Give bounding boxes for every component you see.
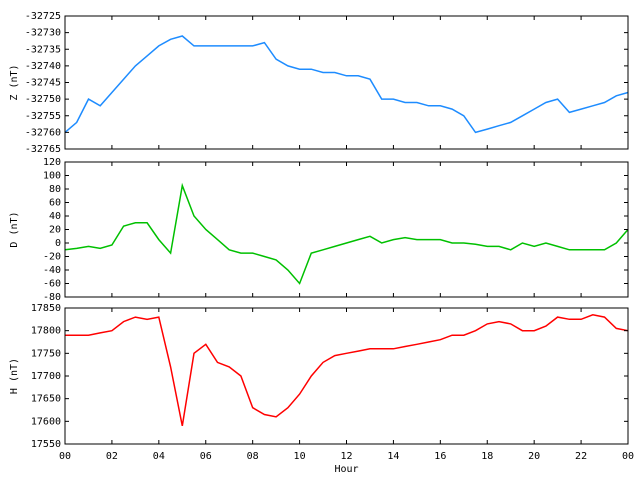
y-tick-label: 17550 — [31, 439, 61, 450]
y-tick-label: -32760 — [25, 127, 61, 138]
y-tick-label: 17800 — [31, 326, 61, 337]
x-tick-label: 00 — [622, 451, 634, 462]
x-tick-label: 18 — [481, 451, 493, 462]
y-tick-label: -32755 — [25, 111, 61, 122]
y-tick-label: -20 — [43, 252, 61, 263]
y-axis-label: Z (nT) — [9, 64, 20, 100]
y-tick-label: -32725 — [25, 11, 61, 22]
y-tick-label: -32765 — [25, 144, 61, 155]
data-line — [65, 314, 629, 427]
plot-frame — [64, 307, 629, 445]
y-tick-label: -32740 — [25, 61, 61, 72]
x-tick-label: 12 — [340, 451, 352, 462]
y-tick-label: 17600 — [31, 416, 61, 427]
x-tick-label: 08 — [247, 451, 259, 462]
y-axis-label: D (nT) — [9, 211, 20, 247]
y-tick-label: 120 — [43, 157, 61, 168]
x-tick-label: 16 — [434, 451, 446, 462]
y-tick-label: -40 — [43, 265, 61, 276]
y-tick-label: 40 — [49, 211, 61, 222]
y-tick-label: -80 — [43, 292, 61, 303]
y-tick-label: 17850 — [31, 303, 61, 314]
y-axis-label: H (nT) — [9, 358, 20, 394]
y-tick-label: 20 — [49, 225, 61, 236]
y-tick-label: -32750 — [25, 94, 61, 105]
y-tick-label: 0 — [55, 238, 61, 249]
y-tick-label: -32730 — [25, 28, 61, 39]
data-line — [64, 182, 629, 285]
y-tick-label: 17650 — [31, 394, 61, 405]
y-tick-label: -60 — [43, 279, 61, 290]
x-tick-label: 00 — [59, 451, 71, 462]
x-axis-label: Hour — [334, 464, 358, 475]
x-tick-label: 20 — [528, 451, 540, 462]
x-tick-label: 10 — [294, 451, 306, 462]
y-tick-label: 17700 — [31, 371, 61, 382]
plot-frame — [64, 15, 629, 150]
y-tick-label: 60 — [49, 198, 61, 209]
x-tick-label: 06 — [200, 451, 212, 462]
y-tick-label: 100 — [43, 171, 61, 182]
y-tick-label: 80 — [49, 184, 61, 195]
data-line — [64, 35, 629, 134]
x-tick-label: 04 — [153, 451, 165, 462]
y-tick-label: 17750 — [31, 348, 61, 359]
y-tick-label: -32735 — [25, 44, 61, 55]
x-tick-label: 14 — [387, 451, 399, 462]
x-tick-label: 22 — [575, 451, 587, 462]
x-tick-label: 02 — [106, 451, 118, 462]
y-tick-label: -32745 — [25, 78, 61, 89]
plot-frame — [64, 161, 629, 298]
